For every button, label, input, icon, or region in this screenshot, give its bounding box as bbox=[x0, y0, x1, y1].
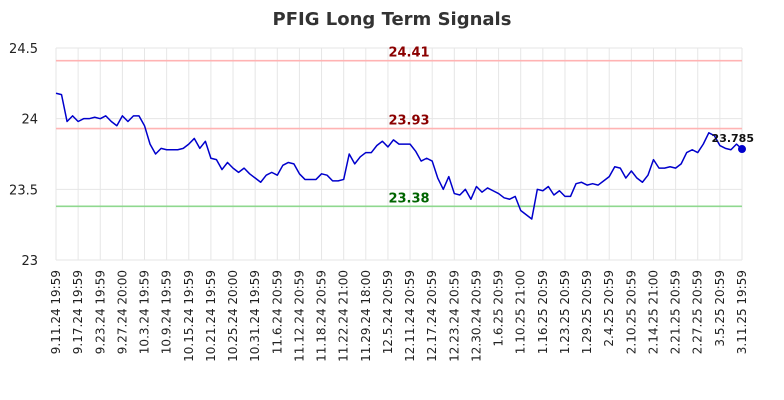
x-tick-label: 2.10.25 20:59 bbox=[624, 270, 638, 354]
reference-line-label: 24.41 bbox=[388, 46, 429, 61]
x-tick-label: 10.25.24 20:00 bbox=[226, 270, 240, 362]
x-tick-label: 12.30.24 20:59 bbox=[469, 270, 483, 362]
x-tick-label: 1.10.25 21:00 bbox=[514, 270, 528, 354]
y-axis: 23 23.5 24 24.5 bbox=[9, 42, 38, 269]
x-tick-label: 10.31.24 19:59 bbox=[248, 270, 262, 362]
x-tick-label: 1.23.25 20:59 bbox=[558, 270, 572, 354]
x-tick-label: 12.17.24 20:59 bbox=[425, 270, 439, 362]
y-tick-label: 24.5 bbox=[9, 42, 38, 57]
reference-lines: 24.41 23.93 23.38 bbox=[56, 46, 742, 208]
x-tick-label: 11.18.24 20:59 bbox=[315, 270, 329, 362]
x-tick-label: 1.29.25 20:59 bbox=[580, 270, 594, 354]
x-tick-label: 3.11.25 19:59 bbox=[735, 270, 749, 354]
last-point-marker bbox=[738, 145, 746, 154]
last-value-label: 23.785 bbox=[712, 132, 754, 145]
x-tick-label: 11.29.24 18:00 bbox=[359, 270, 373, 362]
x-tick-label: 11.6.24 20:59 bbox=[270, 270, 284, 354]
y-tick-label: 23.5 bbox=[9, 183, 38, 198]
series-layer: 23.785 bbox=[55, 92, 754, 220]
x-tick-label: 9.17.24 19:59 bbox=[71, 270, 85, 354]
x-tick-label: 1.16.25 20:59 bbox=[536, 270, 550, 354]
x-tick-label: 10.21.24 19:59 bbox=[204, 270, 218, 362]
x-tick-label: 9.27.24 20:00 bbox=[115, 270, 129, 354]
grid bbox=[55, 47, 743, 261]
x-tick-label: 10.9.24 19:59 bbox=[160, 270, 174, 354]
x-tick-label: 1.6.25 20:59 bbox=[492, 270, 506, 347]
x-tick-label: 12.23.24 20:59 bbox=[447, 270, 461, 362]
x-tick-label: 10.3.24 19:59 bbox=[138, 270, 152, 354]
x-tick-label: 11.22.24 21:00 bbox=[337, 270, 351, 362]
x-tick-label: 12.5.24 20:59 bbox=[381, 270, 395, 354]
x-tick-label: 2.21.25 20:59 bbox=[669, 270, 683, 354]
x-tick-label: 2.27.25 20:59 bbox=[691, 270, 705, 354]
x-tick-label: 2.14.25 21:00 bbox=[646, 270, 660, 354]
x-axis: 9.11.24 19:59 9.17.24 19:59 9.23.24 19:59 9… bbox=[49, 270, 749, 362]
x-tick-label: 12.11.24 20:59 bbox=[403, 270, 417, 362]
x-tick-label: 3.5.25 20:59 bbox=[713, 270, 727, 347]
x-tick-label: 9.11.24 19:59 bbox=[49, 270, 63, 354]
series-line bbox=[55, 92, 743, 220]
x-tick-label: 10.15.24 19:59 bbox=[182, 270, 196, 362]
x-tick-label: 9.23.24 19:59 bbox=[93, 270, 107, 354]
y-tick-label: 24 bbox=[21, 113, 38, 128]
reference-line-label: 23.93 bbox=[388, 114, 429, 129]
reference-line-label: 23.38 bbox=[388, 191, 429, 206]
y-tick-label: 23 bbox=[21, 254, 38, 269]
chart-title: PFIG Long Term Signals bbox=[273, 9, 512, 30]
x-tick-label: 11.12.24 20:59 bbox=[292, 270, 306, 362]
x-tick-label: 2.4.25 20:59 bbox=[602, 270, 616, 347]
